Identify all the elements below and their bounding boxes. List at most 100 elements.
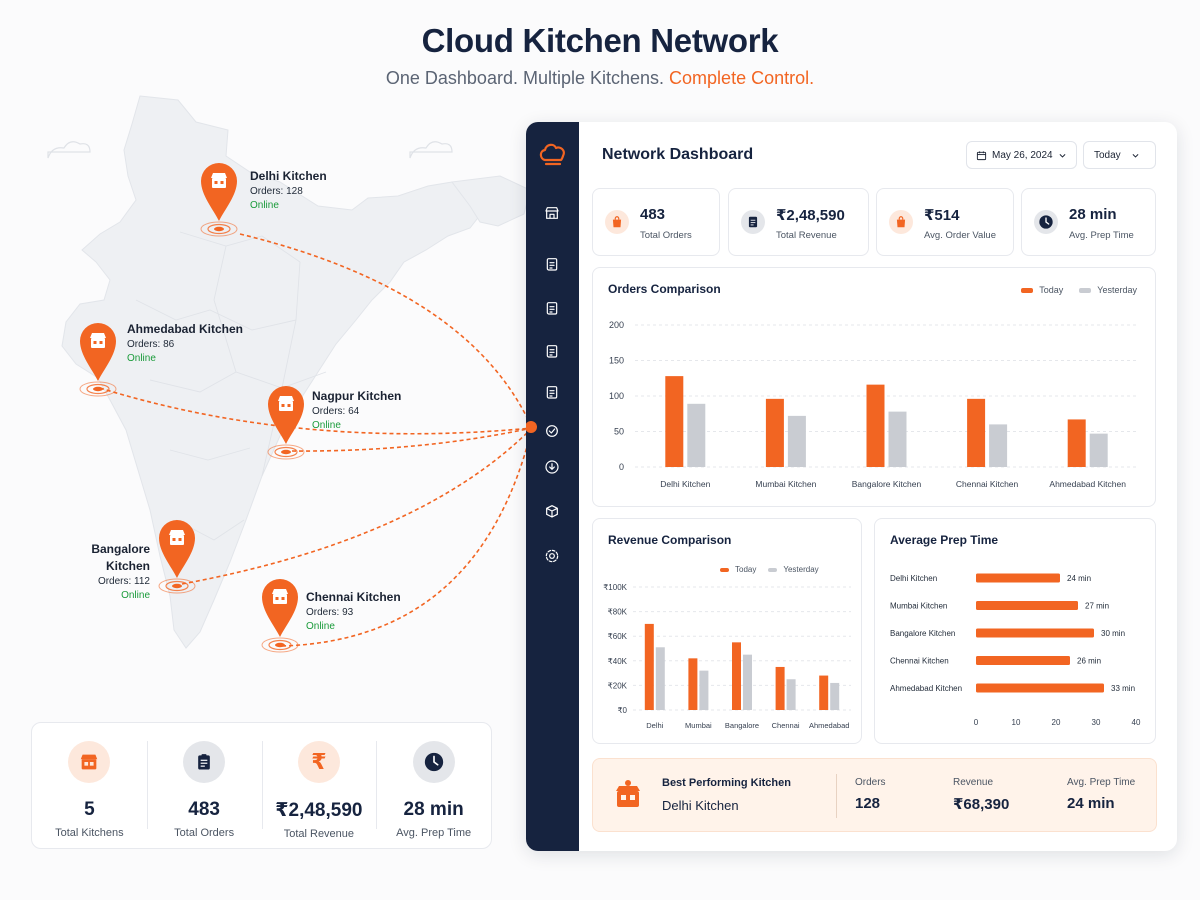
- chart-title: Orders Comparison: [608, 282, 721, 296]
- y-tick-label: ₹20K: [608, 681, 628, 690]
- sidebar-item-store[interactable]: [541, 202, 563, 224]
- bar-yesterday: [830, 682, 840, 710]
- summary-total-kitchens: 5 Total Kitchens: [32, 723, 147, 848]
- map-pin-chennai[interactable]: [261, 579, 299, 653]
- y-tick-label: ₹60K: [608, 632, 628, 641]
- bar-prep-time: [976, 683, 1104, 693]
- x-tick-label: 20: [1052, 718, 1061, 727]
- y-category-label: Bangalore Kitchen: [890, 629, 955, 638]
- connection-lines: [99, 233, 533, 647]
- date-picker[interactable]: May 26, 2024: [966, 141, 1077, 169]
- kpi-total-orders: 483 Total Orders: [592, 188, 720, 256]
- x-tick-label: Ahmedabad Kitchen: [1049, 479, 1126, 489]
- legend-swatch-today: [1021, 287, 1034, 293]
- sidebar-item-package[interactable]: [541, 500, 563, 522]
- bar-today: [644, 623, 654, 710]
- sidebar-item-checklist[interactable]: [541, 297, 563, 319]
- y-category-label: Mumbai Kitchen: [890, 602, 947, 611]
- clipboard-check-icon: [546, 345, 558, 358]
- bar-yesterday: [699, 670, 709, 710]
- y-tick-label: 150: [609, 356, 624, 366]
- kitchen-label-bangalore: Bangalore Kitchen Orders: 112 Online: [91, 542, 150, 601]
- bar-yesterday: [687, 403, 706, 467]
- y-tick-label: 50: [614, 427, 624, 437]
- map-pin-delhi[interactable]: [200, 163, 238, 237]
- rupee-icon: ₹: [297, 741, 340, 783]
- sidebar-item-gear[interactable]: [541, 545, 563, 567]
- clock-icon: [412, 741, 455, 783]
- data-label: 26 min: [1077, 657, 1101, 666]
- chef-hat-icon[interactable]: [536, 138, 570, 172]
- map-region-india: [61, 95, 485, 649]
- bar-yesterday: [655, 647, 665, 710]
- date-value: May 26, 2024: [992, 149, 1053, 161]
- revenue-comparison-card: Revenue Comparison Today Yesterday ₹100K…: [592, 518, 862, 744]
- y-tick-label: ₹80K: [608, 608, 628, 617]
- kpi-avg-order-value: ₹514 Avg. Order Value: [876, 188, 1014, 256]
- bar-today: [967, 398, 986, 467]
- chart-title: Average Prep Time: [890, 533, 999, 547]
- map-pin-ahmedabad[interactable]: [79, 323, 117, 397]
- bar-yesterday: [989, 424, 1008, 467]
- sidebar-item-download[interactable]: [541, 456, 563, 478]
- x-tick-label: Chennai: [772, 721, 800, 730]
- store-icon: [272, 589, 288, 594]
- summary-avg-prep-time: 28 min Avg. Prep Time: [376, 723, 491, 848]
- bar-today: [775, 666, 785, 710]
- cloud-decoration: [409, 141, 453, 159]
- map-pin-nagpur[interactable]: [267, 386, 305, 460]
- gear-icon: [545, 549, 559, 563]
- bar-yesterday: [786, 679, 796, 710]
- store-icon: [278, 396, 294, 401]
- bar-yesterday: [888, 411, 907, 467]
- legend-label-yesterday: Yesterday: [1097, 285, 1137, 295]
- bar-today: [665, 376, 684, 467]
- legend-swatch-yesterday: [768, 567, 778, 572]
- avg-prep-time-chart: Delhi Kitchen 24 min Mumbai Kitchen 27 min B…: [890, 573, 1141, 727]
- best-kitchen-label: Best Performing Kitchen: [662, 777, 791, 789]
- best-metric-prep-time: Avg. Prep Time 24 min: [1067, 777, 1136, 812]
- x-tick-label: Mumbai: [685, 721, 712, 730]
- map-pin-bangalore[interactable]: [158, 520, 196, 594]
- best-kitchen-name: Delhi Kitchen: [662, 798, 739, 813]
- x-tick-label: 10: [1012, 718, 1021, 727]
- india-map: [47, 95, 533, 653]
- bar-today: [819, 675, 829, 710]
- bag-icon: [889, 210, 913, 234]
- chart-legend: Today Yesterday: [720, 565, 819, 574]
- data-label: 24 min: [1067, 574, 1091, 583]
- bar-yesterday: [743, 654, 752, 710]
- avg-prep-time-card: Average Prep Time Delhi Kitchen 24 min Mum…: [874, 518, 1156, 744]
- orders-comparison-chart: 200 150 100 50 0 Delhi Kitchen Mumbai Kitchen B…: [609, 320, 1138, 489]
- sidebar-item-orders[interactable]: [541, 253, 563, 275]
- orders-comparison-card: Orders Comparison Today Yesterday 200 150…: [592, 267, 1156, 507]
- best-performing-kitchen-card: Best Performing Kitchen Delhi Kitchen Or…: [592, 758, 1157, 832]
- y-tick-label: 0: [619, 462, 624, 472]
- kitchen-label-delhi: Delhi Kitchen Orders: 128 Online: [250, 169, 327, 211]
- legend-swatch-yesterday: [1079, 287, 1092, 293]
- store-icon: [169, 530, 185, 535]
- bag-icon: [605, 210, 629, 234]
- clock-icon: [1034, 210, 1058, 234]
- chevron-down-icon: [1059, 153, 1066, 158]
- x-tick-label: Delhi: [646, 721, 663, 730]
- bar-prep-time: [976, 601, 1078, 610]
- y-tick-label: ₹40K: [608, 657, 628, 666]
- sidebar-item-reports[interactable]: [541, 381, 563, 403]
- sidebar-item-network[interactable]: [541, 420, 563, 442]
- bar-prep-time: [976, 573, 1060, 583]
- clipboard-icon: [183, 741, 226, 783]
- period-select[interactable]: Today: [1083, 141, 1156, 169]
- store-icon: [90, 333, 106, 338]
- bar-today: [1067, 419, 1086, 467]
- bar-today: [866, 384, 885, 467]
- orders-icon: [546, 258, 558, 271]
- store-icon: [211, 173, 227, 178]
- x-tick-label: Ahmedabad: [809, 721, 849, 730]
- download-icon: [545, 460, 559, 474]
- chevron-down-icon: [1132, 153, 1139, 158]
- y-category-label: Ahmedabad Kitchen: [890, 684, 962, 693]
- dashboard-title: Network Dashboard: [602, 146, 754, 163]
- sidebar-item-clipboard-check[interactable]: [541, 340, 563, 362]
- revenue-comparison-chart: ₹100K ₹80K ₹60K ₹40K ₹20K ₹0 Delhi Mumbai Bangal…: [603, 583, 851, 730]
